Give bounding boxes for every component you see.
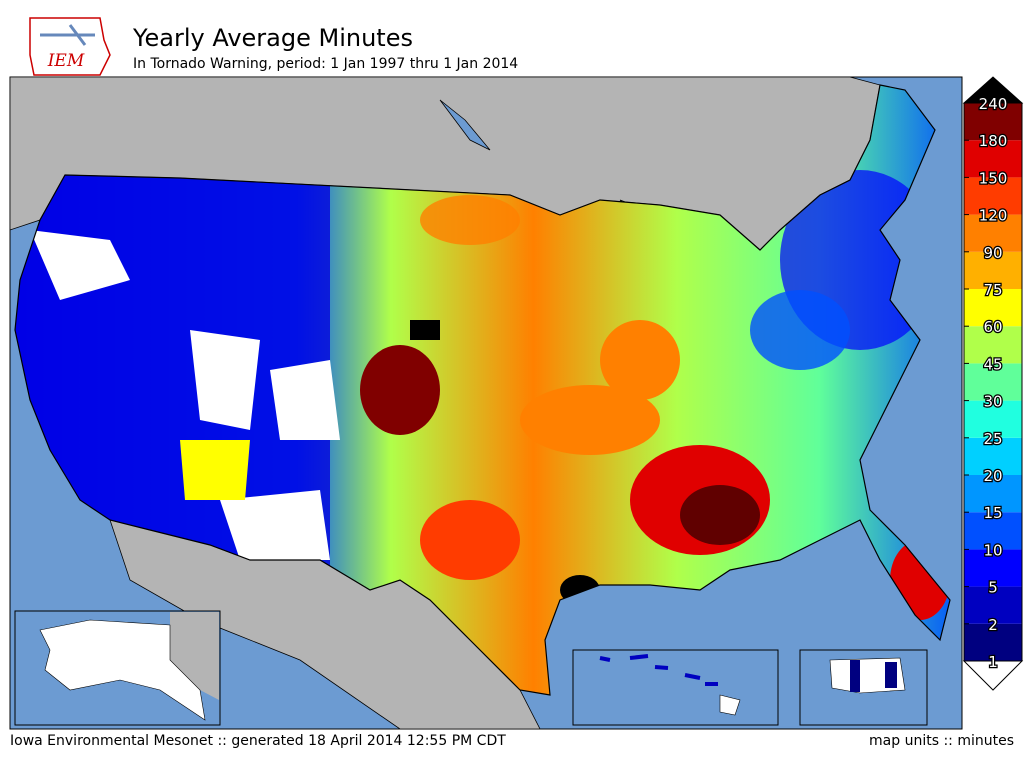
colorbar-band	[964, 549, 1022, 587]
colorbar-band	[964, 326, 1022, 364]
colorbar-label: 25	[983, 430, 1002, 448]
map	[9, 76, 963, 730]
colorbar-label: 90	[983, 244, 1002, 262]
colorbar-outline	[963, 102, 1023, 662]
colorbar-label: 120	[979, 207, 1008, 225]
colorbar-label: 240	[979, 95, 1008, 113]
footer-source: Iowa Environmental Mesonet :: generated …	[10, 733, 506, 749]
colorbar-label: 60	[983, 318, 1002, 336]
colorbar-band	[964, 623, 1022, 661]
colorbar-label: 30	[983, 393, 1002, 411]
footer-units: map units :: minutes	[869, 733, 1014, 749]
colorbar-label: 180	[979, 132, 1008, 150]
colorbar-band	[964, 103, 1022, 141]
colorbar-band	[964, 140, 1022, 178]
colorbar-band	[964, 177, 1022, 215]
colorbar-band	[964, 214, 1022, 252]
colorbar-band	[964, 512, 1022, 550]
logo: IEM	[29, 17, 111, 76]
hawaii-inset	[572, 649, 779, 726]
colorbar-band	[964, 400, 1022, 438]
colorbar-label: 15	[983, 504, 1002, 522]
colorbar-band	[964, 251, 1022, 289]
colorbar-label: 10	[983, 541, 1002, 559]
colorbar-band	[964, 475, 1022, 513]
subtitle: In Tornado Warning, period: 1 Jan 1997 t…	[133, 56, 518, 72]
title: Yearly Average Minutes	[132, 24, 413, 52]
colorbar-label: 20	[983, 467, 1002, 485]
colorbar-band	[964, 437, 1022, 475]
colorbar-label: 2	[988, 616, 998, 634]
colorbar-label: 45	[983, 355, 1002, 373]
colorbar-label: 1	[988, 653, 998, 671]
colorbar-label: 75	[983, 281, 1002, 299]
colorbar-label: 150	[979, 169, 1008, 187]
logo-text: IEM	[47, 51, 85, 71]
colorbar-band	[964, 289, 1022, 327]
colorbar-band	[964, 586, 1022, 624]
colorbar-label: 5	[988, 579, 998, 597]
colorbar-band	[964, 363, 1022, 401]
